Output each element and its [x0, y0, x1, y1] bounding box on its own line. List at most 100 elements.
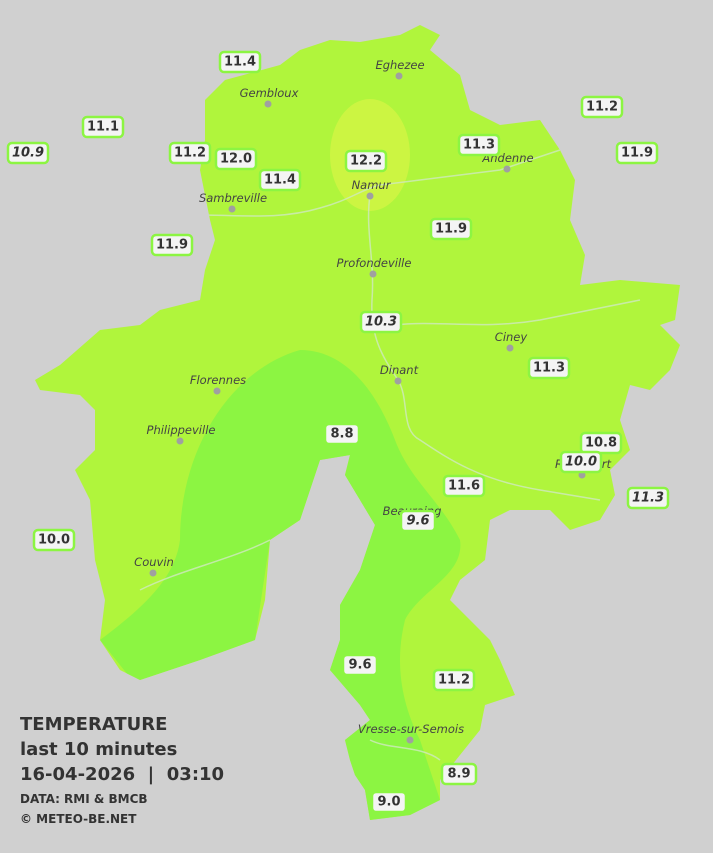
station-value: 11.2 — [438, 673, 470, 688]
city-dot — [503, 165, 511, 173]
station-box — [442, 474, 486, 498]
station-box — [214, 147, 258, 171]
city-dot — [149, 569, 157, 577]
city-label: Philippeville — [147, 423, 216, 437]
station-box — [150, 233, 194, 257]
city-dot — [395, 72, 403, 80]
station: 9.6 — [341, 653, 379, 677]
station-box — [359, 310, 403, 334]
station: 11.6 — [442, 474, 486, 498]
station-value: 9.6 — [348, 658, 371, 673]
station-box — [323, 422, 361, 446]
station-box — [432, 668, 476, 692]
station-value: 11.3 — [533, 361, 565, 376]
station-value: 10.9 — [12, 146, 44, 161]
station: 9.6 — [399, 509, 437, 533]
station-box — [440, 762, 478, 786]
city-label: Florennes — [190, 373, 246, 387]
station: 11.4 — [258, 168, 302, 192]
station: 11.4 — [218, 50, 262, 74]
city-dot — [506, 344, 514, 352]
city-label: Couvin — [134, 555, 174, 569]
station-box — [429, 217, 473, 241]
station: 11.2 — [168, 141, 212, 165]
station-value: 8.8 — [330, 427, 353, 442]
station: 10.3 — [359, 310, 403, 334]
city-label: Eghezee — [375, 58, 424, 72]
station: 10.8 — [579, 431, 623, 455]
station: 11.9 — [429, 217, 473, 241]
station-box — [527, 356, 571, 380]
city-dot — [176, 437, 184, 445]
station-value: 11.1 — [87, 120, 119, 135]
station-value: 11.9 — [435, 222, 467, 237]
legend-title: TEMPERATURE — [20, 714, 167, 735]
station-value: 10.0 — [565, 455, 597, 470]
station: 11.9 — [615, 141, 659, 165]
station: 11.3 — [626, 486, 670, 510]
city-label: Namur — [352, 178, 392, 192]
station-value: 10.0 — [38, 533, 70, 548]
city-dot — [366, 192, 374, 200]
station-box — [218, 50, 262, 74]
station-box — [399, 509, 437, 533]
station-value: 11.9 — [621, 146, 653, 161]
legend-datetime: 16-04-2026 | 03:10 — [20, 764, 224, 785]
station-value: 11.9 — [156, 238, 188, 253]
station-box — [258, 168, 302, 192]
station: 11.2 — [432, 668, 476, 692]
city-dot — [394, 377, 402, 385]
station-value: 11.2 — [586, 100, 618, 115]
station-value: 10.3 — [365, 315, 397, 330]
station: 11.3 — [527, 356, 571, 380]
station-value: 11.6 — [448, 479, 480, 494]
legend-copyright: © METEO-BE.NET — [20, 812, 137, 826]
station: 11.9 — [150, 233, 194, 257]
station-box — [457, 133, 501, 157]
station-value: 12.0 — [220, 152, 252, 167]
station-box — [615, 141, 659, 165]
station: 9.0 — [370, 790, 408, 814]
station: 10.0 — [559, 450, 603, 474]
city-label: Ciney — [495, 330, 528, 344]
station-box — [6, 141, 50, 165]
city-label: Gembloux — [240, 86, 299, 100]
station-value: 9.0 — [377, 795, 400, 810]
city-label: Dinant — [380, 363, 419, 377]
zone-cool — [100, 350, 461, 820]
city-label: Sambreville — [199, 191, 267, 205]
station: 11.3 — [457, 133, 501, 157]
city-dot — [228, 205, 236, 213]
station-value: 11.2 — [174, 146, 206, 161]
station-box — [168, 141, 212, 165]
legend-subtitle: last 10 minutes — [20, 739, 177, 760]
station: 10.9 — [6, 141, 50, 165]
station: 12.2 — [344, 149, 388, 173]
station: 10.0 — [32, 528, 76, 552]
station: 8.8 — [323, 422, 361, 446]
station-value: 11.3 — [632, 491, 664, 506]
station-value: 11.3 — [463, 138, 495, 153]
station-value: 11.4 — [224, 55, 256, 70]
station-value: 10.8 — [585, 436, 617, 451]
legend-source: DATA: RMI & BMCB — [20, 792, 148, 806]
city-dot — [264, 100, 272, 108]
city-dot — [213, 387, 221, 395]
station-box — [81, 115, 125, 139]
city-label: Profondeville — [337, 256, 412, 270]
station-value: 11.4 — [264, 173, 296, 188]
station-box — [559, 450, 603, 474]
station: 8.9 — [440, 762, 478, 786]
station-value: 9.6 — [406, 514, 429, 529]
city-dot — [369, 270, 377, 278]
station-box — [341, 653, 379, 677]
station: 11.2 — [580, 95, 624, 119]
station-box — [344, 149, 388, 173]
station: 12.0 — [214, 147, 258, 171]
station-box — [32, 528, 76, 552]
city-dot — [406, 736, 414, 744]
station: 11.1 — [81, 115, 125, 139]
station-box — [370, 790, 408, 814]
station-box — [580, 95, 624, 119]
